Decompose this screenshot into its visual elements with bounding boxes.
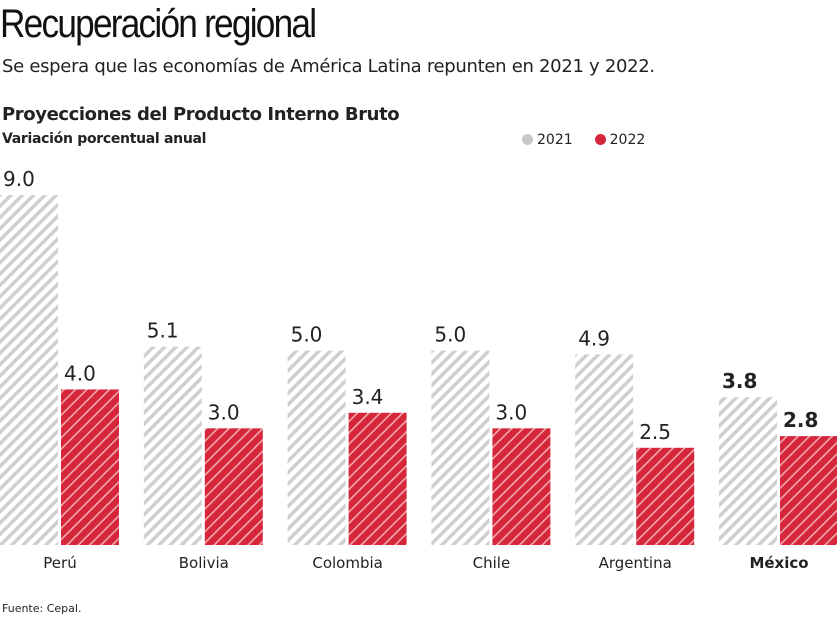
data-label: 9.0	[3, 167, 35, 191]
bar-chart: 9.0 4.0 Perú 5.1 3.0 Bolivia 5.0 3.4 Colombia 5.0…	[0, 167, 837, 572]
bar-2021-Argentina	[575, 354, 634, 545]
bar-2021-Perú	[0, 195, 58, 545]
bar-2022-Chile	[492, 428, 551, 545]
category-label: Bolivia	[179, 554, 229, 572]
page-title: Recuperación regional	[0, 2, 317, 46]
legend-item-2022: 2022	[594, 132, 645, 148]
subtitle: Se espera que las economías de América L…	[2, 56, 655, 77]
data-label: 2.5	[639, 420, 671, 444]
legend-dot-icon	[594, 134, 606, 145]
bar-2021-Bolivia	[143, 346, 202, 545]
category-label: Perú	[43, 554, 76, 572]
data-label: 5.0	[434, 323, 466, 347]
data-label: 2.8	[783, 408, 818, 432]
bar-2022-Perú	[61, 389, 119, 545]
data-label: 5.1	[147, 319, 179, 343]
data-label: 3.4	[352, 385, 384, 409]
category-label: Argentina	[599, 554, 672, 572]
category-label: Colombia	[312, 554, 383, 572]
bar-2021-Chile	[431, 350, 490, 545]
bar-2022-Bolivia	[204, 428, 263, 545]
data-label: 4.9	[578, 326, 610, 350]
bar-2022-México	[780, 436, 837, 545]
bar-2022-Colombia	[348, 412, 407, 545]
data-label: 3.0	[495, 400, 527, 424]
data-label: 3.8	[722, 369, 757, 393]
category-label: Chile	[473, 554, 511, 572]
bar-2022-Argentina	[636, 447, 695, 545]
data-label: 4.0	[64, 361, 96, 385]
legend: 2021 2022	[522, 132, 645, 148]
legend-item-2021: 2021	[522, 132, 573, 148]
bar-2021-Colombia	[287, 350, 346, 545]
bar-2021-México	[719, 397, 777, 545]
data-label: 3.0	[208, 400, 240, 424]
data-label: 5.0	[291, 323, 323, 347]
category-label: México	[749, 554, 808, 572]
source-note: Fuente: Cepal.	[2, 602, 82, 615]
legend-dot-icon	[522, 134, 533, 145]
chart-subtitle: Variación porcentual anual	[2, 131, 207, 147]
chart-title: Proyecciones del Producto Interno Bruto	[2, 104, 400, 125]
